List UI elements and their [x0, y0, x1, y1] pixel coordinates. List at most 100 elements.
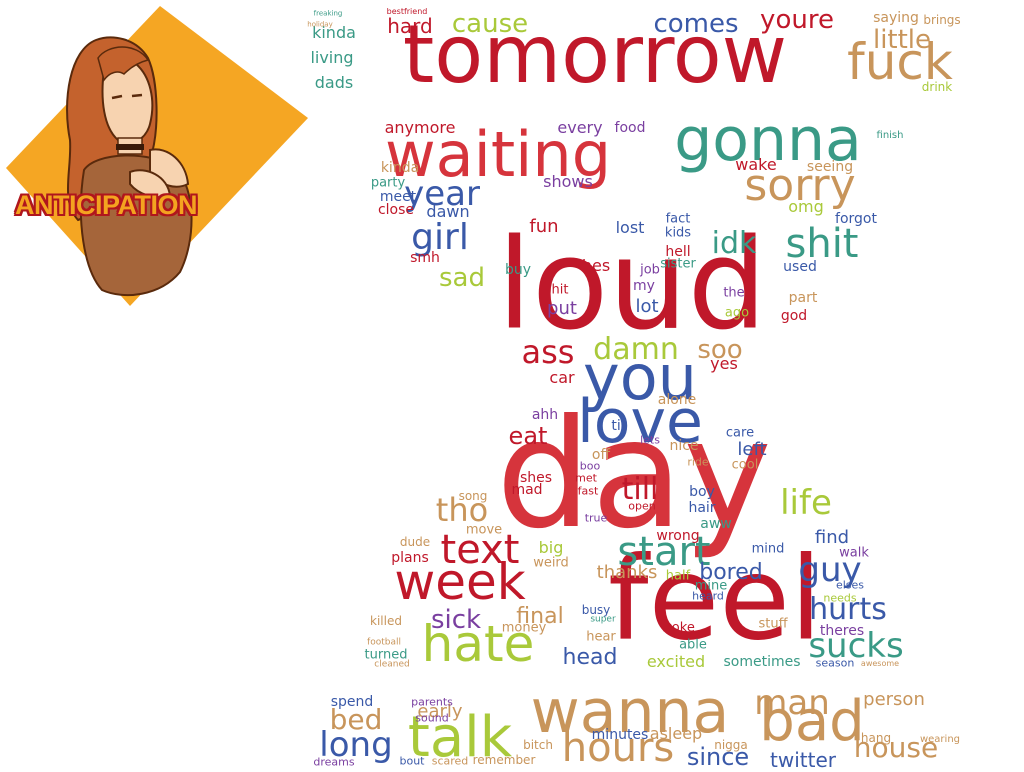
cloud-word: person [863, 689, 925, 710]
cloud-word: plans [391, 550, 429, 566]
cloud-word: twitter [770, 748, 836, 772]
anticipation-character-illustration [6, 6, 308, 306]
cloud-word: heard [692, 589, 724, 603]
cloud-word: talk [407, 705, 513, 770]
cloud-word: dawn [426, 202, 470, 221]
cloud-word: hard [387, 14, 433, 38]
cloud-word: lot [635, 296, 659, 317]
cloud-word: sound [415, 711, 449, 725]
cloud-word: move [465, 522, 503, 538]
cloud-word: kinda [312, 23, 356, 42]
cloud-word: food [614, 120, 646, 136]
cloud-word: bad [759, 689, 865, 754]
cloud-word: shit [785, 221, 859, 267]
cloud-word: thanks [596, 562, 658, 583]
cloud-word: ago [724, 305, 750, 321]
cloud-word: bestfriend [386, 7, 428, 16]
cloud-word: living [310, 48, 354, 67]
cloud-word: hours [561, 725, 675, 771]
cloud-word: comes [653, 9, 739, 39]
cloud-word: every [557, 118, 603, 137]
choker [116, 144, 144, 150]
cloud-word: bout [399, 754, 425, 768]
cloud-word: waiting [384, 118, 612, 191]
cloud-word: season [815, 656, 855, 670]
cloud-word: week [394, 553, 526, 611]
cloud-word: used [783, 259, 817, 275]
cloud-word: hes [581, 256, 611, 275]
cloud-word: dude [399, 535, 431, 549]
eye-left [111, 94, 123, 100]
cloud-word: car [549, 368, 575, 387]
cloud-word: gonna [674, 105, 862, 175]
cloud-word: cause [451, 9, 529, 39]
cloud-word: freaking [313, 9, 343, 18]
cloud-word: half [665, 568, 691, 584]
cloud-word: hit [551, 282, 569, 298]
cloud-word: song [458, 489, 488, 503]
cloud-word: sister [660, 256, 696, 272]
cloud-word: text [440, 527, 520, 573]
cloud-word: theres [819, 623, 865, 639]
cloud-word: put [547, 298, 577, 319]
cloud-word: lets [640, 433, 660, 447]
cloud-word: killed [370, 614, 402, 628]
cloud-word: sucks [808, 626, 904, 666]
hand-lower [129, 169, 172, 199]
cloud-word: boy [689, 484, 715, 500]
cloud-word: buy [504, 262, 532, 278]
cloud-word: lost [615, 218, 645, 237]
cloud-word: mad [511, 482, 543, 498]
cloud-word: bitch [523, 738, 553, 752]
cloud-word: parents [411, 695, 453, 709]
cloud-word: early [417, 701, 463, 722]
cloud-word: football [367, 637, 401, 648]
cloud-word: you [583, 341, 697, 414]
cloud-word: awesome [860, 659, 900, 668]
cloud-word: find [814, 527, 850, 548]
cloud-word: nice [669, 438, 699, 454]
cloud-word: stuff [758, 616, 788, 632]
cloud-word: finish [876, 130, 904, 141]
cloud-word: hang [860, 731, 892, 745]
cloud-word: spend [330, 694, 374, 710]
cloud-word: till [621, 472, 659, 507]
cloud-word: fuck [847, 33, 953, 91]
cloud-word: scared [431, 754, 469, 768]
cloud-word: fun [529, 216, 559, 237]
cloud-word: long [319, 725, 393, 765]
cloud-word: super [590, 614, 616, 625]
cloud-word: wanna [530, 677, 730, 747]
cloud-word: kinda [380, 160, 420, 176]
cloud-word: shes [519, 470, 553, 486]
eye-right [131, 93, 143, 98]
cloud-word: alone [657, 392, 697, 408]
cloud-word: aww [700, 516, 732, 532]
cloud-word: smh [410, 250, 440, 266]
cloud-word: forgot [835, 211, 877, 227]
hair-bangs [97, 46, 150, 82]
cloud-word: job [640, 262, 660, 278]
cloud-word: care [725, 425, 755, 441]
cloud-word: party [370, 175, 406, 191]
emotion-label: ANTICIPATION [15, 190, 198, 220]
cloud-word: tho [435, 491, 489, 529]
cloud-word: youre [760, 5, 834, 35]
cloud-word: met [575, 471, 597, 485]
cloud-word: house [853, 731, 939, 764]
cloud-word: til [611, 418, 625, 434]
cloud-word: open [628, 499, 656, 513]
cloud-word: left [737, 439, 767, 460]
cloud-word: minutes [591, 727, 649, 743]
cloud-word: idk [711, 226, 757, 261]
cloud-word: kids [664, 225, 692, 241]
cloud-word: anymore [384, 118, 456, 137]
cloud-word: yes [710, 354, 738, 373]
cloud-word: dreams [313, 755, 355, 769]
cloud-word: little [872, 25, 932, 55]
cloud-word: omg [788, 197, 824, 216]
cloud-word: man [754, 683, 830, 723]
cloud-word: eat [508, 422, 548, 450]
cloud-word: bed [329, 703, 383, 736]
